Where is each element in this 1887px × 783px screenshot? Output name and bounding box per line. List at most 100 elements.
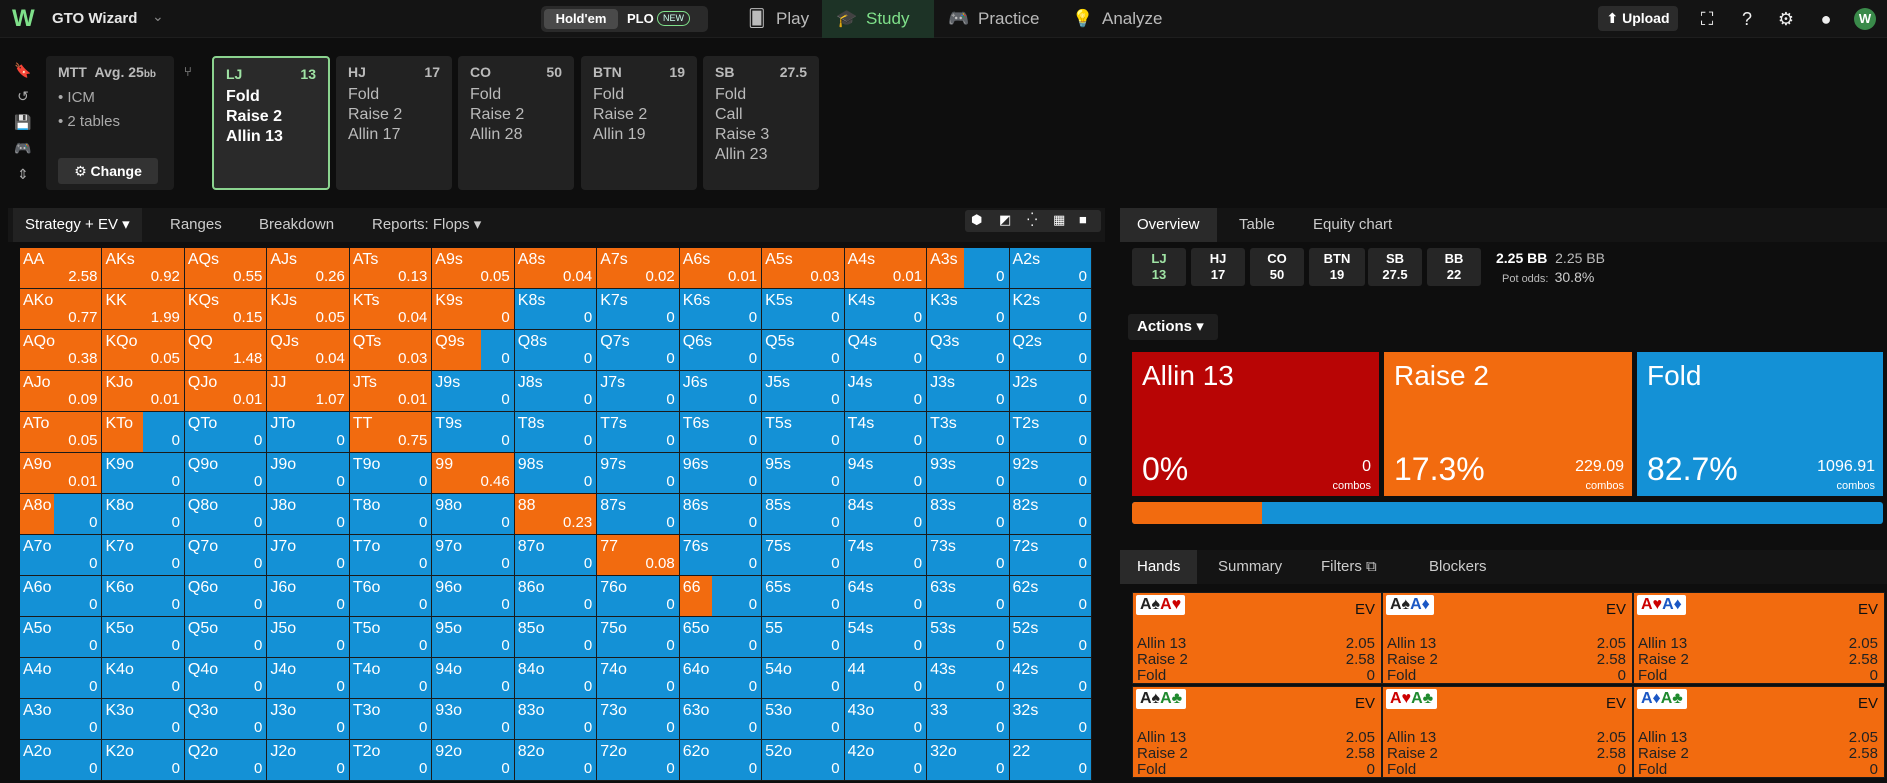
tab-blockers[interactable]: Blockers xyxy=(1429,558,1487,575)
contrast-icon[interactable]: ◩ xyxy=(999,212,1012,227)
hand-cell[interactable]: T4o 0 xyxy=(349,658,433,699)
hand-cell[interactable]: J9o 0 xyxy=(267,453,350,494)
hand-cell[interactable]: J3s 0 xyxy=(927,371,1010,412)
position-box-sb[interactable]: SB 27.5 Fold Call Raise 3 Allin 23 xyxy=(703,56,819,190)
avatar[interactable]: W xyxy=(1854,8,1876,30)
hand-cell[interactable]: Q3o 0 xyxy=(184,699,268,740)
hand-cell[interactable]: ATs 0.13 xyxy=(349,248,433,289)
tab-ranges[interactable]: Ranges xyxy=(170,216,222,233)
hand-cell[interactable]: 88 0.23 xyxy=(514,494,598,535)
hand-cell[interactable]: Q6o 0 xyxy=(184,576,268,617)
hand-cell[interactable]: J7s 0 xyxy=(597,371,680,412)
position-action[interactable]: Fold xyxy=(348,86,380,103)
action-box-fold[interactable]: Fold 82.7% 1096.91 combos xyxy=(1637,352,1883,496)
action-box-raise[interactable]: Raise 2 17.3% 229.09 combos xyxy=(1384,352,1632,496)
hand-cell[interactable]: 63o 0 xyxy=(679,699,763,740)
hand-cell[interactable]: Q6s 0 xyxy=(679,330,763,371)
hand-cell[interactable]: 86s 0 xyxy=(679,494,763,535)
hand-cell[interactable]: A8o 0 xyxy=(20,494,103,535)
bookmark-icon[interactable]: 🔖 xyxy=(14,62,32,78)
grid-icon[interactable]: ▦ xyxy=(1053,212,1066,227)
history-icon[interactable]: ↺ xyxy=(17,88,29,104)
hand-cell[interactable]: A7s 0.02 xyxy=(597,248,680,289)
hand-cell[interactable]: 64o 0 xyxy=(679,658,763,699)
hand-cell[interactable]: K8o 0 xyxy=(102,494,185,535)
hand-cell[interactable]: J5o 0 xyxy=(267,617,350,658)
hand-cell[interactable]: A2o 0 xyxy=(20,740,103,781)
hand-card[interactable]: A♠A♣ EV Allin 13 2.05 Raise 2 2.58 Fold 0 xyxy=(1132,686,1382,778)
tab-overview[interactable]: Overview xyxy=(1120,208,1217,242)
hand-cell[interactable]: 65o 0 xyxy=(679,617,763,658)
hand-cell[interactable]: AQo 0.38 xyxy=(20,330,103,371)
position-action[interactable]: Fold xyxy=(715,86,747,103)
hand-cell[interactable]: K7s 0 xyxy=(597,289,680,330)
hand-cell[interactable]: 75o 0 xyxy=(597,617,680,658)
hand-card[interactable]: A♠A♦ EV Allin 13 2.05 Raise 2 2.58 Fold 0 xyxy=(1382,592,1633,684)
tab-equity-chart[interactable]: Equity chart xyxy=(1313,216,1393,233)
hand-cell[interactable]: 97o 0 xyxy=(432,535,515,576)
user-account-icon[interactable]: ● xyxy=(1820,9,1832,29)
hand-cell[interactable]: 95o 0 xyxy=(432,617,515,658)
hand-cell[interactable]: 92o 0 xyxy=(432,740,515,781)
hand-cell[interactable]: K6s 0 xyxy=(679,289,763,330)
hand-cell[interactable]: Q8o 0 xyxy=(184,494,268,535)
hand-cell[interactable]: A6s 0.01 xyxy=(679,248,763,289)
hand-cell[interactable]: J6o 0 xyxy=(267,576,350,617)
hand-cell[interactable]: Q3s 0 xyxy=(927,330,1010,371)
hand-cell[interactable]: QJo 0.01 xyxy=(184,371,268,412)
action-box-allin[interactable]: Allin 13 0% 0 combos xyxy=(1132,352,1379,496)
hand-cell[interactable]: Q4o 0 xyxy=(184,658,268,699)
hand-cell[interactable]: 84o 0 xyxy=(514,658,598,699)
hand-cell[interactable]: 32o 0 xyxy=(927,740,1010,781)
hand-cell[interactable]: A2s 0 xyxy=(1009,248,1092,289)
nav-play[interactable]: 🂠 Play xyxy=(740,0,840,38)
hand-cell[interactable]: JJ 1.07 xyxy=(267,371,350,412)
hand-cell[interactable]: 97s 0 xyxy=(597,453,680,494)
hand-cell[interactable]: 98s 0 xyxy=(514,453,598,494)
position-box-btn[interactable]: BTN 19 Fold Raise 2 Allin 19 xyxy=(581,56,697,190)
hand-cell[interactable]: Q5o 0 xyxy=(184,617,268,658)
hand-cell[interactable]: AQs 0.55 xyxy=(184,248,268,289)
tab-table[interactable]: Table xyxy=(1239,216,1275,233)
position-action[interactable]: Raise 2 xyxy=(348,106,403,123)
hand-cell[interactable]: K2s 0 xyxy=(1009,289,1092,330)
position-action[interactable]: Fold xyxy=(226,88,260,105)
hand-cell[interactable]: 82o 0 xyxy=(514,740,598,781)
hand-cell[interactable]: T2o 0 xyxy=(349,740,433,781)
hand-cell[interactable]: 53s 0 xyxy=(927,617,1010,658)
hand-card[interactable]: A♥A♦ EV Allin 13 2.05 Raise 2 2.58 Fold 0 xyxy=(1633,592,1885,684)
hand-cell[interactable]: KQs 0.15 xyxy=(184,289,268,330)
hand-cell[interactable]: A5o 0 xyxy=(20,617,103,658)
hand-cell[interactable]: QTs 0.03 xyxy=(349,330,433,371)
hand-cell[interactable]: 87s 0 xyxy=(597,494,680,535)
hand-cell[interactable]: 94s 0 xyxy=(844,453,928,494)
help-icon[interactable]: ? xyxy=(1741,9,1752,29)
hand-cell[interactable]: 42s 0 xyxy=(1009,658,1092,699)
gamepad-icon[interactable]: 🎮 xyxy=(14,140,32,156)
hand-cell[interactable]: 73o 0 xyxy=(597,699,680,740)
hand-cell[interactable]: A3s 0 xyxy=(927,248,1010,289)
hand-cell[interactable]: 73s 0 xyxy=(927,535,1010,576)
gto-wizard-logo-icon[interactable]: W xyxy=(12,5,35,32)
hand-cell[interactable]: KJo 0.01 xyxy=(102,371,185,412)
hand-cell[interactable]: QTo 0 xyxy=(184,412,268,453)
plo-button[interactable]: PLO xyxy=(627,11,654,26)
hand-cell[interactable]: 83o 0 xyxy=(514,699,598,740)
hand-cell[interactable]: 53o 0 xyxy=(762,699,845,740)
hand-cell[interactable]: K2o 0 xyxy=(102,740,185,781)
position-box-hj[interactable]: HJ 17 Fold Raise 2 Allin 17 xyxy=(336,56,452,190)
hand-cell[interactable]: AJo 0.09 xyxy=(20,371,103,412)
hand-cell[interactable]: J4s 0 xyxy=(844,371,928,412)
hand-cell[interactable]: JTs 0.01 xyxy=(349,371,433,412)
position-box-lj[interactable]: LJ 13 Fold Raise 2 Allin 13 xyxy=(212,56,330,190)
tab-filters[interactable]: Filters ⧉ xyxy=(1321,550,1377,584)
hand-cell[interactable]: T5s 0 xyxy=(762,412,845,453)
hand-cell[interactable]: Q7o 0 xyxy=(184,535,268,576)
hand-cell[interactable]: K4o 0 xyxy=(102,658,185,699)
position-action[interactable]: Fold xyxy=(593,86,625,103)
hand-cell[interactable]: A8s 0.04 xyxy=(514,248,598,289)
change-button[interactable]: ⚙ Change xyxy=(58,158,158,184)
hand-cell[interactable]: 98o 0 xyxy=(432,494,515,535)
branch-icon[interactable]: ⑂ xyxy=(184,64,192,79)
settings-gear-icon[interactable]: ⚙ xyxy=(1777,9,1795,29)
